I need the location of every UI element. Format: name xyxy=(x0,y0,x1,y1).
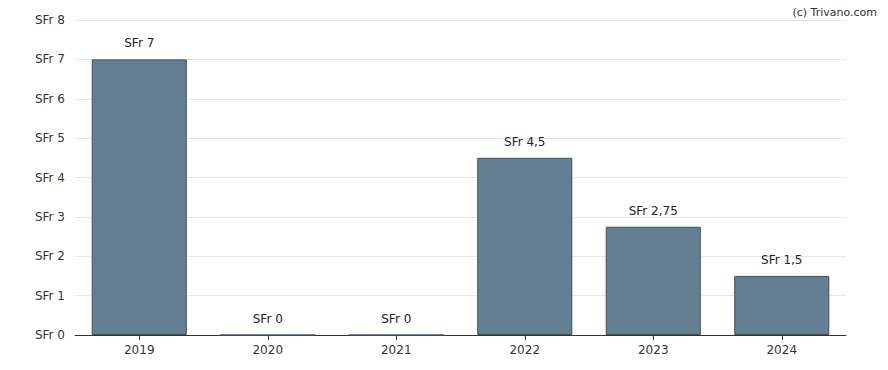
svg-text:(c) Trivano.com: (c) Trivano.com xyxy=(792,6,877,19)
svg-text:SFr 7: SFr 7 xyxy=(35,52,65,66)
svg-text:SFr 4,5: SFr 4,5 xyxy=(504,135,545,149)
svg-text:SFr 1,5: SFr 1,5 xyxy=(761,253,802,267)
svg-text:SFr 2,75: SFr 2,75 xyxy=(629,204,678,218)
svg-text:SFr 8: SFr 8 xyxy=(35,13,65,27)
svg-text:2020: 2020 xyxy=(252,343,283,357)
svg-text:2021: 2021 xyxy=(381,343,412,357)
svg-text:2022: 2022 xyxy=(509,343,540,357)
svg-text:SFr 0: SFr 0 xyxy=(253,312,283,326)
svg-text:2023: 2023 xyxy=(638,343,669,357)
svg-text:SFr 0: SFr 0 xyxy=(35,328,65,342)
svg-text:SFr 7: SFr 7 xyxy=(124,36,154,50)
svg-text:2019: 2019 xyxy=(124,343,155,357)
svg-text:2024: 2024 xyxy=(766,343,797,357)
svg-text:SFr 6: SFr 6 xyxy=(35,92,65,106)
svg-text:SFr 2: SFr 2 xyxy=(35,249,65,263)
svg-text:SFr 0: SFr 0 xyxy=(381,312,411,326)
svg-text:SFr 1: SFr 1 xyxy=(35,289,65,303)
svg-text:SFr 5: SFr 5 xyxy=(35,131,65,145)
svg-text:SFr 3: SFr 3 xyxy=(35,210,65,224)
svg-text:SFr 4: SFr 4 xyxy=(35,171,65,185)
